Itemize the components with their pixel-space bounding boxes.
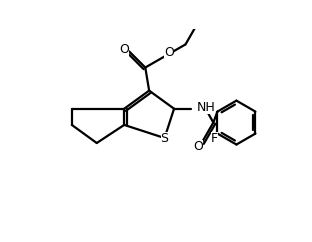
Text: NH: NH [196,101,215,114]
Text: F: F [211,132,218,145]
Text: O: O [193,140,203,153]
Text: O: O [164,46,174,59]
Text: O: O [119,43,129,56]
Text: S: S [161,131,168,144]
